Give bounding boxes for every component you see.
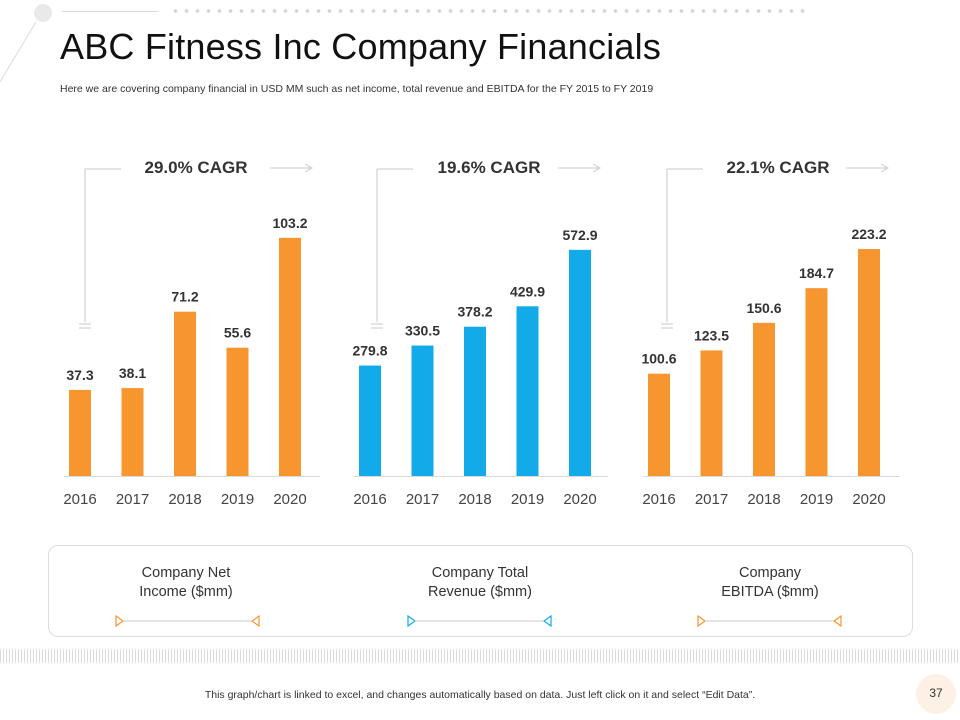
cagr-title: 19.6% CAGR [438,158,541,177]
bar-value-label: 330.5 [405,323,440,339]
legend-label-line2: EBITDA ($mm) [721,584,819,600]
x-tick-label: 2016 [642,491,675,508]
x-tick-label: 2020 [563,491,596,508]
legend-box: Company Net Income ($mm) Company Total R… [48,545,913,637]
bar-value-label: 103.2 [272,215,307,231]
bar-value-label: 100.6 [641,351,676,367]
footnote: This graph/chart is linked to excel, and… [204,689,756,701]
bar [121,388,144,476]
legend-label-line1: Company [738,565,802,581]
cagr-arrow-head-icon [880,163,890,173]
legend-label-line2: Income ($mm) [139,584,233,600]
decorative-line [62,11,158,12]
cagr-arrow-head-icon [304,163,314,173]
bar [464,326,486,476]
decorative-diagonal [0,21,37,83]
bar [279,237,301,476]
charts-area: 29.0% CAGR 37.3 2016 38.1 2017 71.2 2018 55.6 20… [63,158,900,508]
legend-label-line2: Revenue ($mm) [428,584,532,600]
bar-value-label: 184.7 [799,265,834,281]
decorative-strip [0,649,960,663]
cagr-title: 29.0% CAGR [145,158,248,177]
bar [648,373,670,476]
bar [805,288,828,476]
legend-item-total-revenue: Company Total Revenue ($mm) [380,564,580,602]
legend-connector-total-revenue [407,615,552,627]
bar [569,249,591,476]
bar [753,322,775,476]
page-title: ABC Fitness Inc Company Financials [60,26,662,67]
bar [69,389,91,476]
x-tick-label: 2018 [458,491,491,508]
bar [700,350,723,476]
decorative-dots [170,9,810,13]
bar-value-label: 123.5 [694,327,729,343]
cagr-title: 22.1% CAGR [727,158,830,177]
cagr-arrow-head-icon [592,163,602,173]
bar-value-label: 279.8 [352,343,387,359]
legend-label-line1: Company Net [141,565,231,581]
x-tick-label: 2018 [747,491,780,508]
x-tick-label: 2019 [800,491,833,508]
x-tick-label: 2019 [221,491,254,508]
page-number: 37 [929,686,943,700]
legend-connector-ebitda [697,615,842,627]
page-subtitle: Here we are covering company financial i… [60,83,654,95]
decorative-circle [34,4,52,22]
legend-item-ebitda: Company EBITDA ($mm) [670,564,870,602]
bar-value-label: 37.3 [66,367,93,383]
bar-value-label: 429.9 [510,283,545,299]
legend-label-line1: Company Total [431,565,529,581]
bar [226,347,249,476]
bar-value-label: 150.6 [746,300,781,316]
x-tick-label: 2016 [353,491,386,508]
bar [411,345,434,476]
bar [516,306,539,476]
bar-value-label: 378.2 [457,304,492,320]
bar [359,365,381,476]
bar-value-label: 572.9 [562,227,597,243]
legend-item-net-income: Company Net Income ($mm) [86,564,286,602]
x-tick-label: 2018 [168,491,201,508]
bar [858,249,880,476]
bar-value-label: 71.2 [171,289,198,305]
x-tick-label: 2017 [116,491,149,508]
x-tick-label: 2016 [63,491,96,508]
bar-value-label: 38.1 [119,365,146,381]
x-tick-label: 2019 [511,491,544,508]
legend-connector-net-income [115,615,260,627]
bar [174,311,196,476]
x-tick-label: 2020 [273,491,306,508]
bar-value-label: 223.2 [851,226,886,242]
x-tick-label: 2017 [406,491,439,508]
bar-value-label: 55.6 [224,325,251,341]
x-tick-label: 2017 [695,491,728,508]
page-number-badge [916,674,956,714]
x-tick-label: 2020 [852,491,885,508]
